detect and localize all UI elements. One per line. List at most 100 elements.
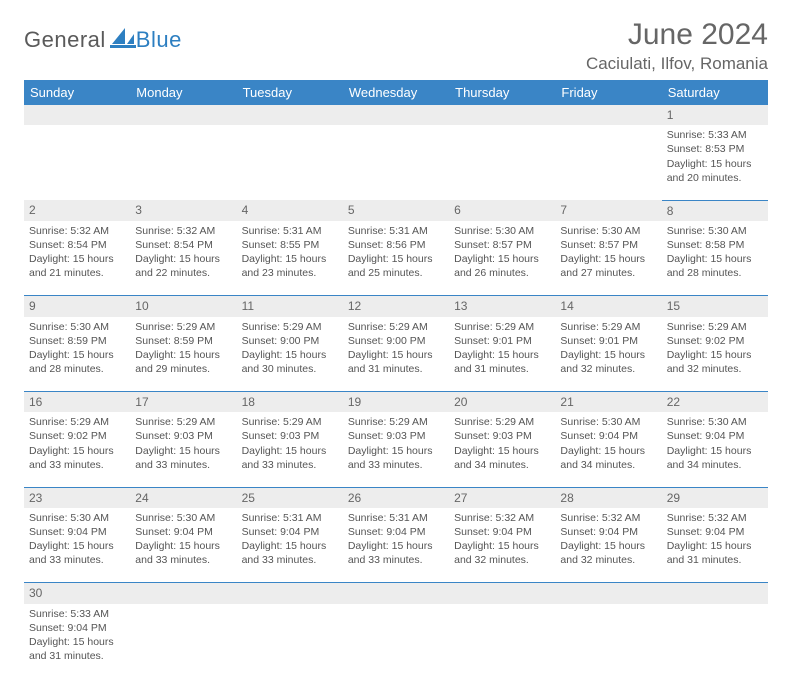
weekday-header-row: SundayMondayTuesdayWednesdayThursdayFrid…: [24, 80, 768, 105]
day-detail-cell: Sunrise: 5:32 AMSunset: 9:04 PMDaylight:…: [662, 508, 768, 583]
day-number-cell: 8: [662, 200, 768, 221]
day-detail-cell: Sunrise: 5:33 AMSunset: 9:04 PMDaylight:…: [24, 604, 130, 679]
sunrise-line: Sunrise: 5:30 AM: [135, 511, 231, 525]
sunrise-line: Sunrise: 5:31 AM: [348, 224, 444, 238]
day-detail-cell: Sunrise: 5:31 AMSunset: 9:04 PMDaylight:…: [343, 508, 449, 583]
day-detail-cell: Sunrise: 5:29 AMSunset: 9:03 PMDaylight:…: [449, 412, 555, 487]
day-number-cell: [662, 583, 768, 604]
sunset-line: Sunset: 9:04 PM: [135, 525, 231, 539]
day-detail-cell: [237, 125, 343, 200]
sunset-line: Sunset: 8:59 PM: [135, 334, 231, 348]
day-number-cell: 25: [237, 487, 343, 508]
day-number-cell: [24, 105, 130, 125]
sunrise-line: Sunrise: 5:29 AM: [348, 320, 444, 334]
day-detail-cell: Sunrise: 5:30 AMSunset: 9:04 PMDaylight:…: [662, 412, 768, 487]
sunset-line: Sunset: 9:01 PM: [560, 334, 656, 348]
daylight-line: Daylight: 15 hours and 33 minutes.: [135, 539, 231, 567]
day-detail-cell: Sunrise: 5:29 AMSunset: 9:00 PMDaylight:…: [237, 317, 343, 392]
day-detail-cell: [449, 125, 555, 200]
sunset-line: Sunset: 9:04 PM: [454, 525, 550, 539]
day-number-cell: [130, 105, 236, 125]
day-number-row: 23242526272829: [24, 487, 768, 508]
daylight-line: Daylight: 15 hours and 27 minutes.: [560, 252, 656, 280]
sunrise-line: Sunrise: 5:29 AM: [242, 320, 338, 334]
sunrise-line: Sunrise: 5:31 AM: [242, 224, 338, 238]
day-detail-cell: Sunrise: 5:29 AMSunset: 8:59 PMDaylight:…: [130, 317, 236, 392]
day-number-row: 30: [24, 583, 768, 604]
sunset-line: Sunset: 9:04 PM: [667, 429, 763, 443]
sunset-line: Sunset: 9:03 PM: [242, 429, 338, 443]
sunset-line: Sunset: 8:57 PM: [454, 238, 550, 252]
sunset-line: Sunset: 9:04 PM: [667, 525, 763, 539]
sunrise-line: Sunrise: 5:31 AM: [242, 511, 338, 525]
day-number-cell: 15: [662, 296, 768, 317]
sunset-line: Sunset: 9:00 PM: [242, 334, 338, 348]
day-detail-row: Sunrise: 5:30 AMSunset: 8:59 PMDaylight:…: [24, 317, 768, 392]
day-detail-cell: [343, 125, 449, 200]
calendar-table: SundayMondayTuesdayWednesdayThursdayFrid…: [24, 80, 768, 679]
daylight-line: Daylight: 15 hours and 34 minutes.: [454, 444, 550, 472]
weekday-header: Saturday: [662, 80, 768, 105]
sunset-line: Sunset: 9:04 PM: [560, 429, 656, 443]
daylight-line: Daylight: 15 hours and 22 minutes.: [135, 252, 231, 280]
sunset-line: Sunset: 9:03 PM: [454, 429, 550, 443]
day-number-cell: 21: [555, 392, 661, 413]
sunset-line: Sunset: 9:02 PM: [667, 334, 763, 348]
day-number-cell: 24: [130, 487, 236, 508]
daylight-line: Daylight: 15 hours and 21 minutes.: [29, 252, 125, 280]
sunrise-line: Sunrise: 5:29 AM: [135, 320, 231, 334]
day-number-cell: [343, 105, 449, 125]
day-number-cell: 4: [237, 200, 343, 221]
sunset-line: Sunset: 9:04 PM: [560, 525, 656, 539]
sunset-line: Sunset: 9:00 PM: [348, 334, 444, 348]
day-number-cell: [449, 105, 555, 125]
day-number-cell: [555, 105, 661, 125]
logo-text-general: General: [24, 27, 106, 53]
day-detail-cell: Sunrise: 5:29 AMSunset: 9:02 PMDaylight:…: [662, 317, 768, 392]
daylight-line: Daylight: 15 hours and 32 minutes.: [667, 348, 763, 376]
day-detail-cell: Sunrise: 5:32 AMSunset: 8:54 PMDaylight:…: [130, 221, 236, 296]
day-detail-cell: Sunrise: 5:29 AMSunset: 9:03 PMDaylight:…: [343, 412, 449, 487]
sunset-line: Sunset: 9:04 PM: [29, 621, 125, 635]
day-number-cell: [343, 583, 449, 604]
day-detail-cell: Sunrise: 5:29 AMSunset: 9:03 PMDaylight:…: [237, 412, 343, 487]
day-number-row: 16171819202122: [24, 392, 768, 413]
daylight-line: Daylight: 15 hours and 29 minutes.: [135, 348, 231, 376]
day-detail-cell: Sunrise: 5:30 AMSunset: 8:58 PMDaylight:…: [662, 221, 768, 296]
day-detail-cell: Sunrise: 5:30 AMSunset: 8:57 PMDaylight:…: [449, 221, 555, 296]
daylight-line: Daylight: 15 hours and 33 minutes.: [29, 539, 125, 567]
sunrise-line: Sunrise: 5:29 AM: [454, 320, 550, 334]
location-subtitle: Caciulati, Ilfov, Romania: [586, 54, 768, 74]
sunrise-line: Sunrise: 5:30 AM: [667, 415, 763, 429]
logo-sail-icon: [110, 26, 136, 53]
daylight-line: Daylight: 15 hours and 31 minutes.: [29, 635, 125, 663]
day-detail-row: Sunrise: 5:30 AMSunset: 9:04 PMDaylight:…: [24, 508, 768, 583]
daylight-line: Daylight: 15 hours and 33 minutes.: [29, 444, 125, 472]
daylight-line: Daylight: 15 hours and 32 minutes.: [454, 539, 550, 567]
day-number-cell: 22: [662, 392, 768, 413]
sunrise-line: Sunrise: 5:32 AM: [29, 224, 125, 238]
day-detail-row: Sunrise: 5:32 AMSunset: 8:54 PMDaylight:…: [24, 221, 768, 296]
daylight-line: Daylight: 15 hours and 33 minutes.: [135, 444, 231, 472]
daylight-line: Daylight: 15 hours and 28 minutes.: [667, 252, 763, 280]
day-detail-cell: Sunrise: 5:32 AMSunset: 9:04 PMDaylight:…: [555, 508, 661, 583]
day-detail-cell: [555, 604, 661, 679]
day-number-cell: 27: [449, 487, 555, 508]
day-number-cell: 5: [343, 200, 449, 221]
sunset-line: Sunset: 9:03 PM: [135, 429, 231, 443]
day-detail-cell: [662, 604, 768, 679]
day-detail-cell: Sunrise: 5:31 AMSunset: 9:04 PMDaylight:…: [237, 508, 343, 583]
daylight-line: Daylight: 15 hours and 20 minutes.: [667, 157, 763, 185]
day-number-cell: 18: [237, 392, 343, 413]
sunset-line: Sunset: 9:04 PM: [29, 525, 125, 539]
daylight-line: Daylight: 15 hours and 33 minutes.: [348, 444, 444, 472]
logo-text-blue: Blue: [136, 27, 182, 53]
daylight-line: Daylight: 15 hours and 23 minutes.: [242, 252, 338, 280]
sunrise-line: Sunrise: 5:30 AM: [560, 224, 656, 238]
day-number-cell: 14: [555, 296, 661, 317]
day-detail-cell: Sunrise: 5:31 AMSunset: 8:55 PMDaylight:…: [237, 221, 343, 296]
day-detail-cell: [237, 604, 343, 679]
day-detail-cell: Sunrise: 5:30 AMSunset: 9:04 PMDaylight:…: [24, 508, 130, 583]
sunset-line: Sunset: 8:54 PM: [29, 238, 125, 252]
sunrise-line: Sunrise: 5:29 AM: [454, 415, 550, 429]
